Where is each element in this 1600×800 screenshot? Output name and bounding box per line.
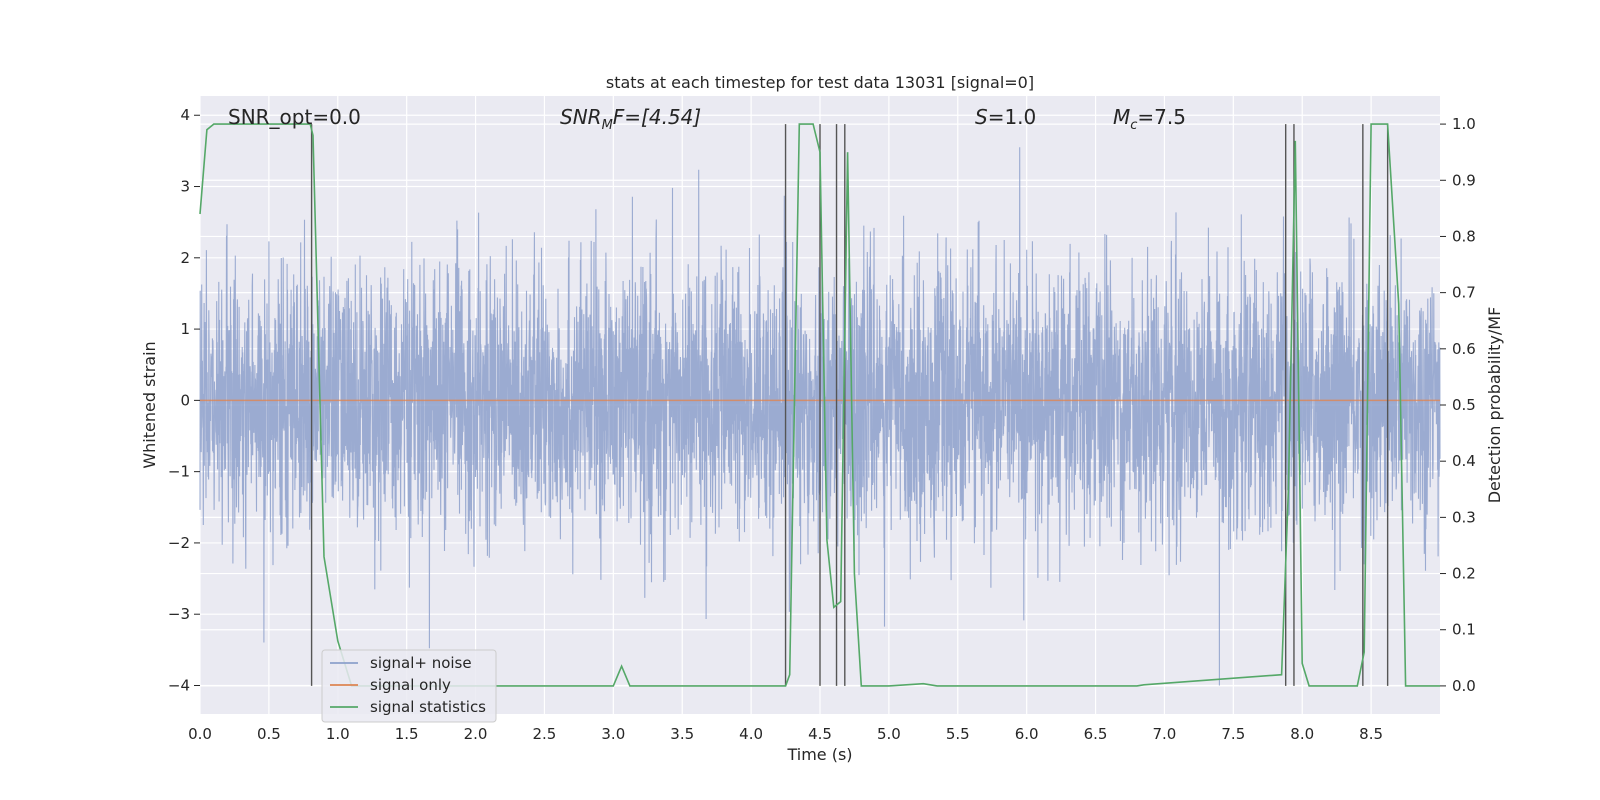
y-tick-label-left: −3	[168, 605, 190, 623]
y-tick-label-right: 0.0	[1452, 677, 1476, 695]
y-tick-label-left: −4	[168, 676, 190, 694]
x-tick-label: 2.0	[464, 725, 488, 743]
y-tick-label-left: 0	[180, 391, 190, 409]
y-tick-label-left: 1	[180, 320, 190, 338]
y-tick-label-right: 0.1	[1452, 621, 1476, 639]
y-tick-label-right: 0.7	[1452, 284, 1476, 302]
legend-label-statistics: signal statistics	[370, 698, 486, 716]
snr-opt-annotation: SNR_opt=0.0	[228, 105, 361, 129]
x-ticks: 0.0 0.5 1.0 1.5 2.0 2.5 3.0 3.5 4.0 4.5 5.0 5.5 6.0 6…	[188, 725, 1383, 743]
x-tick-label: 7.0	[1153, 725, 1177, 743]
x-tick-label: 5.0	[877, 725, 901, 743]
x-tick-label: 1.0	[326, 725, 350, 743]
chart-title: stats at each timestep for test data 130…	[606, 73, 1034, 92]
x-tick-label: 3.0	[601, 725, 625, 743]
legend-label-signal-only: signal only	[370, 676, 451, 694]
y-tick-label-left: 2	[180, 249, 190, 267]
y-tick-label-right: 0.8	[1452, 227, 1476, 245]
x-tick-label: 4.0	[739, 725, 763, 743]
y-tick-label-left: −1	[168, 463, 190, 481]
y-tick-label-right: 0.4	[1452, 452, 1476, 470]
y-tick-label-left: −2	[168, 534, 190, 552]
snr-mf-annotation: SNRMF=[4.54]	[560, 105, 701, 133]
y-tick-label-right: 0.5	[1452, 396, 1476, 414]
y-tick-label-left: 4	[180, 106, 190, 124]
x-tick-label: 8.0	[1290, 725, 1314, 743]
x-tick-label: 5.5	[946, 725, 970, 743]
y-axis-label-left: Whitened strain	[140, 341, 159, 468]
y-tick-label-right: 0.2	[1452, 565, 1476, 583]
signal-statistics-series	[199, 123, 1440, 687]
x-tick-label: 6.5	[1084, 725, 1108, 743]
mc-annotation: Mc=7.5	[1113, 105, 1186, 133]
legend-box	[321, 649, 497, 723]
x-tick-label: 1.5	[395, 725, 419, 743]
x-tick-label: 7.5	[1221, 725, 1245, 743]
y-tick-label-right: 0.3	[1452, 508, 1476, 526]
s-annotation: S=1.0	[975, 105, 1036, 129]
x-tick-label: 0.5	[257, 725, 281, 743]
x-tick-label: 8.5	[1359, 725, 1383, 743]
y-tick-label-right: 0.9	[1452, 171, 1476, 189]
y-tick-label-right: 0.6	[1452, 340, 1476, 358]
x-tick-label: 3.5	[670, 725, 694, 743]
legend-label-noise: signal+ noise	[370, 654, 472, 672]
y-tick-label-right: 1.0	[1452, 115, 1476, 133]
x-tick-label: 0.0	[188, 725, 212, 743]
event-markers	[310, 124, 1389, 686]
y-tick-label-left: 3	[180, 178, 190, 196]
y-axis-label-right: Detection probability/MF	[1485, 307, 1504, 504]
x-axis-label: Time (s)	[786, 745, 852, 764]
x-tick-label: 2.5	[533, 725, 557, 743]
y-ticks-left: −4 −3 −2 −1 0 1 2 3 4	[168, 106, 200, 694]
legend: signal+ noise signal only signal statist…	[321, 649, 497, 723]
x-tick-label: 6.0	[1015, 725, 1039, 743]
x-tick-label: 4.5	[808, 725, 832, 743]
y-ticks-right: 0.0 0.1 0.2 0.3 0.4 0.5 0.6 0.7 0.8 0.9 1.0	[1440, 115, 1476, 695]
